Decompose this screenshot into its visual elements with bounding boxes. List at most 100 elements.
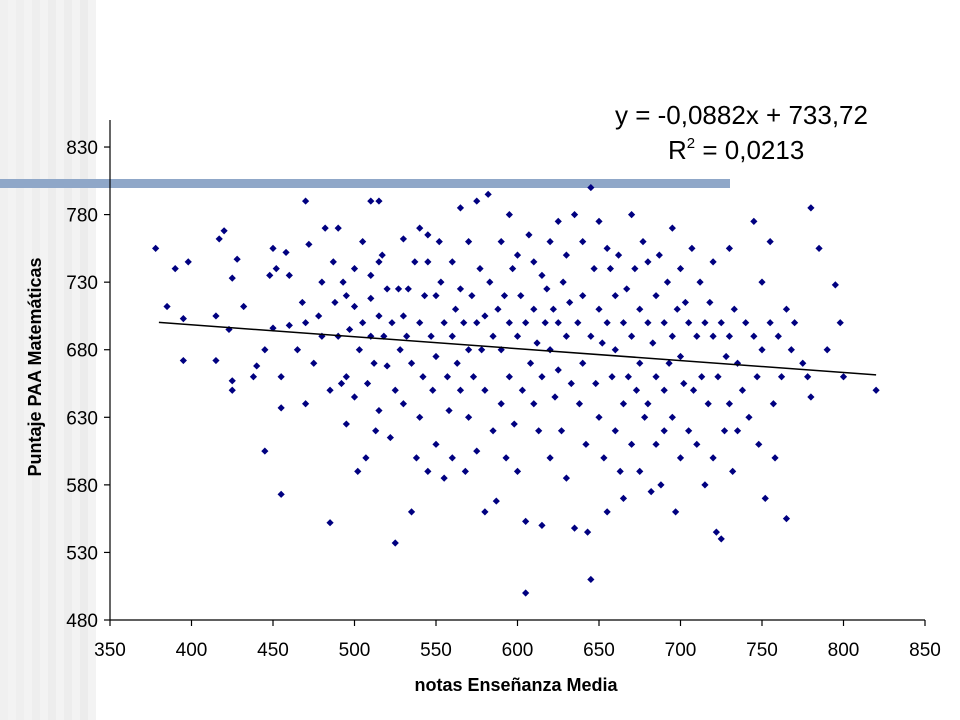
data-point bbox=[489, 332, 497, 340]
data-point bbox=[443, 373, 452, 381]
data-point bbox=[407, 508, 416, 516]
data-point bbox=[517, 292, 525, 300]
data-point bbox=[628, 332, 636, 340]
data-point bbox=[342, 420, 350, 428]
data-point bbox=[277, 373, 285, 381]
data-point bbox=[412, 454, 421, 462]
data-point bbox=[693, 332, 701, 340]
data-point bbox=[725, 332, 733, 340]
data-point bbox=[774, 332, 782, 340]
data-point bbox=[755, 440, 763, 448]
data-point bbox=[623, 285, 631, 293]
data-point bbox=[570, 210, 579, 219]
data-point bbox=[478, 346, 486, 354]
trendline-equation: y = -0,0882x + 733,72 bbox=[615, 100, 868, 130]
data-point bbox=[663, 278, 672, 286]
data-point bbox=[619, 400, 628, 408]
data-point bbox=[481, 386, 489, 394]
data-point bbox=[668, 332, 676, 340]
x-tick-label: 400 bbox=[176, 640, 208, 661]
data-point bbox=[460, 319, 468, 327]
y-axis-ticks: 480 530 580 630 680 730 780 830 bbox=[66, 138, 110, 632]
data-point bbox=[342, 373, 350, 381]
data-point bbox=[326, 386, 334, 394]
data-point bbox=[484, 190, 492, 198]
data-point bbox=[367, 294, 375, 302]
data-point bbox=[720, 427, 729, 435]
data-point bbox=[554, 319, 562, 327]
data-point bbox=[745, 413, 753, 421]
data-point bbox=[321, 224, 329, 232]
data-point bbox=[535, 427, 543, 435]
data-points bbox=[152, 183, 880, 597]
data-point bbox=[473, 319, 481, 327]
data-point bbox=[549, 305, 557, 313]
data-point bbox=[554, 366, 562, 374]
data-point bbox=[815, 244, 823, 252]
data-point bbox=[461, 467, 469, 475]
data-point bbox=[771, 454, 779, 462]
data-point bbox=[522, 589, 530, 597]
data-point bbox=[831, 281, 839, 289]
data-point bbox=[530, 258, 538, 266]
data-point bbox=[375, 312, 383, 320]
data-point bbox=[380, 332, 388, 340]
data-point bbox=[546, 346, 554, 354]
data-point bbox=[476, 265, 484, 273]
data-point bbox=[799, 359, 807, 367]
data-point bbox=[730, 305, 738, 313]
data-point bbox=[872, 386, 880, 394]
data-point bbox=[729, 467, 737, 475]
data-point bbox=[839, 373, 848, 381]
data-point bbox=[782, 305, 791, 313]
data-point bbox=[717, 319, 725, 327]
data-point bbox=[660, 427, 668, 435]
data-point bbox=[632, 386, 641, 394]
data-point bbox=[639, 238, 647, 246]
y-tick-label: 680 bbox=[66, 341, 98, 362]
data-point bbox=[362, 454, 370, 462]
data-point bbox=[709, 258, 717, 266]
y-axis-title: Puntaje PAA Matemáticas bbox=[25, 257, 45, 476]
data-point bbox=[538, 373, 546, 381]
data-point bbox=[448, 454, 456, 462]
data-point bbox=[766, 238, 774, 246]
data-point bbox=[595, 305, 603, 313]
background-stripe bbox=[16, 0, 24, 720]
data-point bbox=[570, 524, 579, 532]
data-point bbox=[432, 352, 440, 361]
data-point bbox=[562, 332, 570, 340]
data-point bbox=[698, 373, 706, 381]
data-point bbox=[375, 406, 383, 415]
data-point bbox=[575, 400, 584, 408]
data-point bbox=[538, 271, 546, 280]
data-point bbox=[603, 244, 611, 252]
data-point bbox=[261, 447, 269, 455]
data-point bbox=[399, 400, 407, 408]
data-point bbox=[233, 255, 241, 263]
data-point bbox=[386, 433, 394, 442]
data-point bbox=[440, 474, 448, 482]
data-point bbox=[608, 373, 616, 381]
data-point bbox=[445, 406, 453, 415]
data-point bbox=[419, 373, 427, 381]
data-point bbox=[600, 454, 608, 462]
data-point bbox=[277, 404, 285, 412]
data-point bbox=[649, 339, 657, 347]
data-point bbox=[437, 278, 445, 286]
data-point bbox=[298, 298, 306, 307]
data-point bbox=[587, 575, 595, 584]
data-point bbox=[665, 359, 673, 367]
data-point bbox=[712, 528, 720, 536]
background-stripe bbox=[80, 0, 88, 720]
data-point bbox=[403, 332, 411, 340]
data-point bbox=[378, 251, 386, 259]
data-point bbox=[293, 346, 302, 354]
data-point bbox=[152, 244, 160, 252]
data-point bbox=[492, 497, 500, 505]
data-point bbox=[359, 319, 367, 327]
data-point bbox=[367, 332, 375, 340]
data-point bbox=[592, 379, 600, 388]
data-point bbox=[538, 521, 546, 530]
